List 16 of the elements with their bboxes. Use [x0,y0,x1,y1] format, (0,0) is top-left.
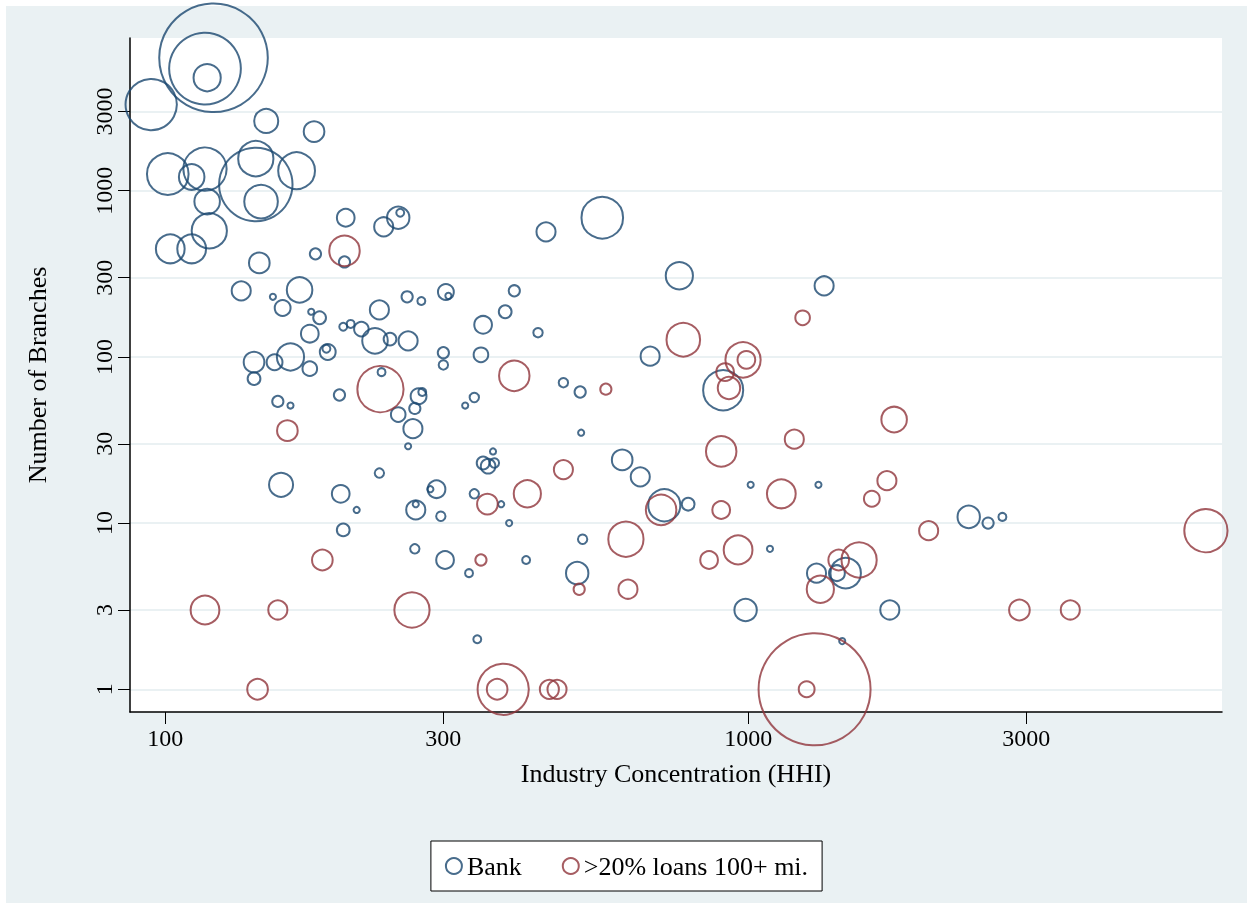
y-tick-label: 100 [91,338,117,375]
y-tick-label: 3 [91,604,117,616]
x-axis-title: Industry Concentration (HHI) [520,758,832,788]
y-tick-label: 1 [91,683,117,696]
x-tick-label: 100 [147,725,184,751]
x-tick-label: 300 [425,725,462,751]
y-tick-label: 3000 [91,87,117,136]
y-tick-label: 10 [91,511,117,536]
x-tick-label: 1000 [724,725,773,751]
y-tick-label: 1000 [91,166,117,215]
y-axis-title: Number of Branches [22,266,52,484]
y-tick-label: 30 [91,431,117,456]
legend-label: >20% loans 100+ mi. [583,851,809,881]
legend-label: Bank [466,851,522,881]
y-tick-label: 300 [91,259,117,296]
x-tick-label: 3000 [1002,725,1051,751]
